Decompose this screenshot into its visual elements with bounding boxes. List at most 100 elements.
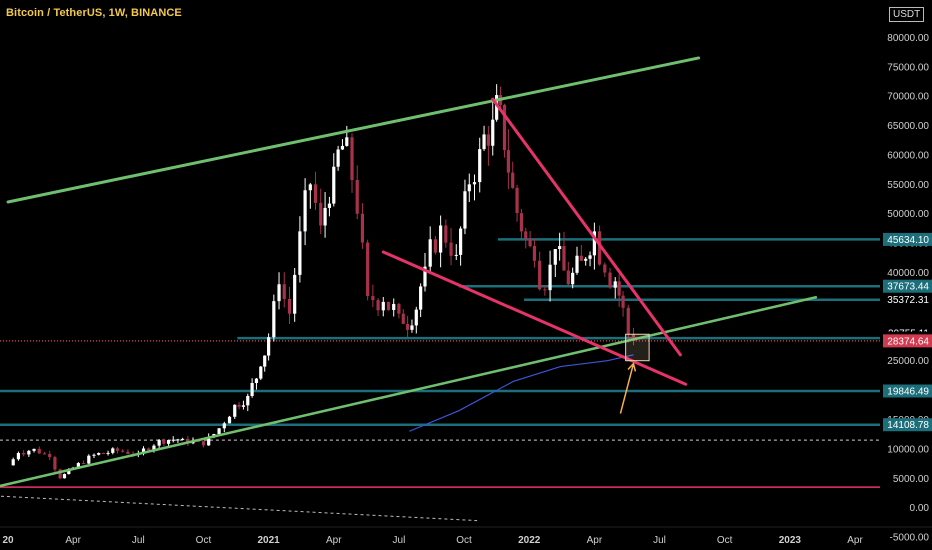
candle-body[interactable] bbox=[588, 255, 592, 259]
candle-body[interactable] bbox=[423, 266, 427, 287]
candle-body[interactable] bbox=[401, 313, 405, 324]
candle-body[interactable] bbox=[558, 246, 562, 250]
candle-body[interactable] bbox=[543, 289, 547, 291]
projection-line[interactable] bbox=[0, 495, 478, 522]
candle-body[interactable] bbox=[579, 255, 583, 261]
candle-body[interactable] bbox=[181, 438, 185, 440]
candle-body[interactable] bbox=[250, 383, 254, 396]
candle-body[interactable] bbox=[332, 166, 336, 204]
candle-body[interactable] bbox=[571, 272, 575, 285]
candle-body[interactable] bbox=[162, 440, 166, 444]
moving-average-line[interactable] bbox=[409, 354, 634, 432]
candle-body[interactable] bbox=[617, 281, 621, 296]
arrow-line[interactable] bbox=[619, 363, 635, 414]
candle-body[interactable] bbox=[141, 448, 146, 454]
candle-body[interactable] bbox=[246, 395, 250, 406]
candle-body[interactable] bbox=[313, 184, 318, 203]
candle-body[interactable] bbox=[157, 440, 161, 446]
candle-body[interactable] bbox=[366, 242, 370, 297]
candle-body[interactable] bbox=[237, 404, 241, 407]
candle-body[interactable] bbox=[92, 454, 96, 456]
candle-body[interactable] bbox=[454, 254, 458, 256]
candle-body[interactable] bbox=[491, 119, 495, 146]
candle-body[interactable] bbox=[511, 172, 515, 188]
candle-body[interactable] bbox=[472, 182, 477, 185]
candle-body[interactable] bbox=[87, 455, 91, 464]
candle-body[interactable] bbox=[428, 239, 432, 267]
trendline[interactable] bbox=[6, 56, 701, 204]
candle-body[interactable] bbox=[592, 231, 596, 256]
candle-body[interactable] bbox=[575, 255, 579, 273]
candle-body[interactable] bbox=[519, 213, 524, 232]
candle-body[interactable] bbox=[350, 137, 354, 180]
candle-body[interactable] bbox=[340, 145, 345, 150]
candle-body[interactable] bbox=[16, 452, 21, 460]
candle-body[interactable] bbox=[319, 202, 323, 226]
candle-body[interactable] bbox=[631, 334, 636, 341]
candle-body[interactable] bbox=[267, 337, 271, 356]
candle-body[interactable] bbox=[562, 246, 566, 271]
candle-body[interactable] bbox=[233, 404, 237, 417]
currency-label[interactable]: USDT bbox=[889, 7, 925, 22]
candle-body[interactable] bbox=[414, 309, 418, 326]
candle-body[interactable] bbox=[538, 260, 542, 290]
candle-body[interactable] bbox=[410, 325, 414, 330]
candle-body[interactable] bbox=[621, 295, 625, 308]
candle-body[interactable] bbox=[406, 323, 410, 330]
candle-body[interactable] bbox=[196, 440, 200, 442]
candle-body[interactable] bbox=[76, 463, 80, 468]
candle-body[interactable] bbox=[48, 453, 52, 458]
candle-body[interactable] bbox=[486, 134, 491, 146]
candle-body[interactable] bbox=[303, 190, 307, 232]
candle-body[interactable] bbox=[298, 231, 302, 275]
candle-body[interactable] bbox=[176, 439, 180, 441]
candle-body[interactable] bbox=[259, 366, 263, 379]
candle-body[interactable] bbox=[467, 184, 471, 192]
candle-body[interactable] bbox=[336, 149, 340, 167]
candle-body[interactable] bbox=[111, 448, 115, 453]
candle-body[interactable] bbox=[459, 228, 463, 255]
candle-body[interactable] bbox=[53, 457, 57, 470]
candle-body[interactable] bbox=[227, 416, 232, 424]
candle-body[interactable] bbox=[584, 258, 588, 261]
candle-body[interactable] bbox=[106, 452, 110, 454]
candle-body[interactable] bbox=[439, 225, 443, 253]
candle-body[interactable] bbox=[254, 378, 259, 384]
candle-body[interactable] bbox=[27, 450, 31, 455]
candle-body[interactable] bbox=[147, 448, 151, 451]
candle-body[interactable] bbox=[42, 453, 47, 455]
candle-body[interactable] bbox=[121, 450, 125, 452]
candle-body[interactable] bbox=[376, 300, 380, 311]
candle-body[interactable] bbox=[515, 187, 519, 214]
candle-body[interactable] bbox=[626, 307, 630, 335]
candle-body[interactable] bbox=[532, 246, 537, 261]
candle-body[interactable] bbox=[222, 423, 226, 429]
candle-body[interactable] bbox=[207, 436, 211, 446]
candle-body[interactable] bbox=[419, 286, 423, 310]
candle-body[interactable] bbox=[548, 264, 552, 291]
candle-body[interactable] bbox=[58, 469, 62, 479]
candle-body[interactable] bbox=[444, 225, 448, 243]
candle-body[interactable] bbox=[360, 213, 365, 243]
candle-body[interactable] bbox=[381, 301, 385, 311]
candle-body[interactable] bbox=[566, 270, 570, 285]
candle-body[interactable] bbox=[115, 448, 120, 451]
candle-body[interactable] bbox=[386, 301, 391, 310]
candle-body[interactable] bbox=[101, 452, 105, 454]
candle-body[interactable] bbox=[355, 179, 359, 214]
highlight-box[interactable] bbox=[625, 333, 650, 362]
candle-body[interactable] bbox=[272, 301, 276, 338]
candle-body[interactable] bbox=[449, 242, 453, 256]
candle-body[interactable] bbox=[62, 474, 67, 479]
candle-body[interactable] bbox=[32, 448, 36, 451]
candle-body[interactable] bbox=[495, 95, 499, 120]
candle-body[interactable] bbox=[482, 134, 486, 150]
candle-body[interactable] bbox=[463, 191, 467, 229]
candle-body[interactable] bbox=[152, 445, 156, 451]
trendline[interactable] bbox=[381, 250, 688, 386]
candle-body[interactable] bbox=[323, 207, 327, 226]
candle-body[interactable] bbox=[201, 441, 206, 446]
candle-body[interactable] bbox=[126, 451, 130, 454]
candle-body[interactable] bbox=[241, 405, 246, 407]
